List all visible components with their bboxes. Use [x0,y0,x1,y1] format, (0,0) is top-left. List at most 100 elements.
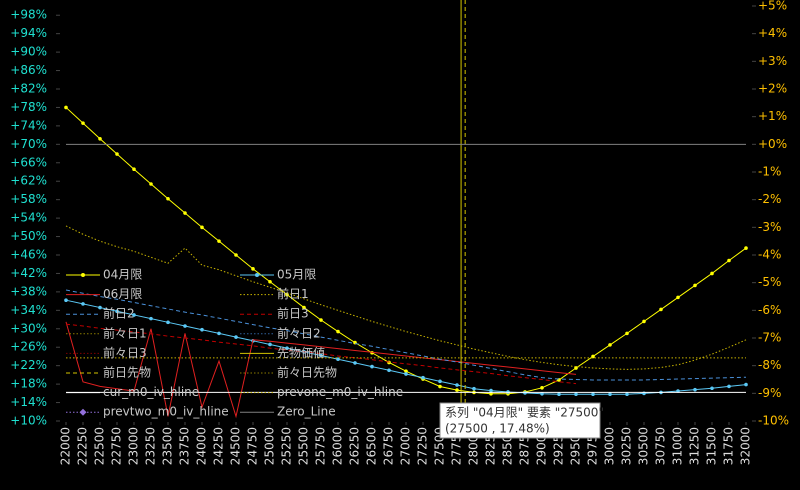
series-point [557,392,561,397]
series-point [302,305,306,310]
x-tick-label: 31000 [671,427,685,465]
legend-label: 06月限 [103,287,142,301]
legend-label: 04月限 [103,268,142,282]
series-point [438,379,442,384]
series-point [608,343,612,347]
y-tick-label: +86% [10,63,47,77]
x-tick-label: 22000 [59,427,73,465]
y2-tick-label: -7% [758,331,781,345]
legend-label: 05月限 [277,268,316,282]
y-tick-label: +78% [10,100,47,114]
series-point [676,295,680,300]
series-point [319,353,323,358]
y2-tick-label: -9% [758,386,781,400]
y-tick-label: +38% [10,284,47,298]
y-tick-label: +26% [10,340,47,354]
series-line [65,323,577,385]
y2-tick-label: +0% [758,137,787,151]
legend-label: Zero_Line [277,405,336,419]
series-point [421,375,425,380]
y-tick-label: +34% [10,303,47,317]
x-tick-label: 23500 [161,427,175,465]
y-tick-label: +98% [10,8,47,22]
series-point [166,320,170,325]
y-tick-label: +22% [10,358,47,372]
x-tick-label: 27250 [416,427,430,465]
y-tick-label: +94% [10,26,47,40]
y2-tick-label: -8% [758,358,781,372]
x-tick-label: 30750 [654,427,668,465]
y-tick-label: +18% [10,377,47,391]
series-point [404,369,408,374]
legend-label: prevtwo_m0_iv_hline [103,405,229,419]
series-point [727,384,731,389]
x-tick-label: 25750 [314,427,328,465]
y2-tick-label: +3% [758,54,787,68]
series-point [642,319,646,324]
y2-tick-label: +4% [758,26,787,40]
tooltip-line: (27500 , 17.48%) [445,422,550,436]
y2-tick-label: -1% [758,165,781,179]
x-tick-label: 32000 [739,427,753,465]
series-point [183,211,187,215]
x-tick-label: 31750 [722,427,736,465]
series-point [693,387,697,392]
y-tick-label: +62% [10,174,47,188]
series-point [98,305,102,310]
x-tick-label: 30250 [620,427,634,465]
legend-label: 前日3 [277,306,309,321]
x-tick-label: 26000 [331,427,345,465]
y2-tick-label: -10% [758,414,789,428]
x-tick-label: 22250 [76,427,90,465]
y-tick-label: +58% [10,192,47,206]
legend-label: 先物価値 [277,345,325,360]
y-tick-label: +46% [10,248,47,262]
series-point [455,388,459,392]
legend-label: 前日1 [277,286,309,301]
series-point [234,253,238,257]
series-point [149,316,153,321]
x-tick-label: 26250 [348,427,362,465]
series-point [336,357,340,362]
series-point [183,324,187,328]
y2-tick-label: -5% [758,275,781,289]
series-point [659,307,663,312]
series-point [149,182,153,186]
x-tick-label: 26500 [365,427,379,465]
series-point [472,386,476,391]
series-point [200,327,204,332]
series-point [336,329,340,334]
series-point [115,152,119,156]
series-point [727,258,731,263]
y2-tick-label: -6% [758,303,781,317]
series-point [234,335,238,339]
tooltip-line: 系列 "04月限" 要素 "27500" [445,406,604,420]
tooltip: 系列 "04月限" 要素 "27500" (27500 , 17.48%) [439,402,604,439]
x-tick-label: 24500 [229,427,243,465]
x-tick-label: 26750 [382,427,396,465]
y-tick-label: +10% [10,414,47,428]
series-point [81,302,85,306]
series-point [455,383,459,387]
x-tick-label: 31500 [705,427,719,465]
y-tick-label: +42% [10,266,47,280]
series-line [65,289,747,381]
y2-tick-label: +2% [758,82,787,96]
series-point [625,331,629,336]
series-line [65,321,577,419]
legend-label: 前々日1 [103,325,147,340]
x-tick-label: 22500 [93,427,107,465]
series-point [81,121,85,125]
y-tick-label: +30% [10,321,47,335]
legend-label: 前々日3 [103,345,147,360]
series-point [98,137,102,141]
y-tick-label: +66% [10,155,47,169]
tooltip-box [439,402,601,439]
series-point [574,392,578,397]
x-tick-label: 25250 [280,427,294,465]
series-point [285,292,289,297]
x-tick-label: 23000 [127,427,141,465]
legend-label: cur_m0_iv_hline [103,385,199,399]
y2-tick-label: +1% [758,109,787,123]
